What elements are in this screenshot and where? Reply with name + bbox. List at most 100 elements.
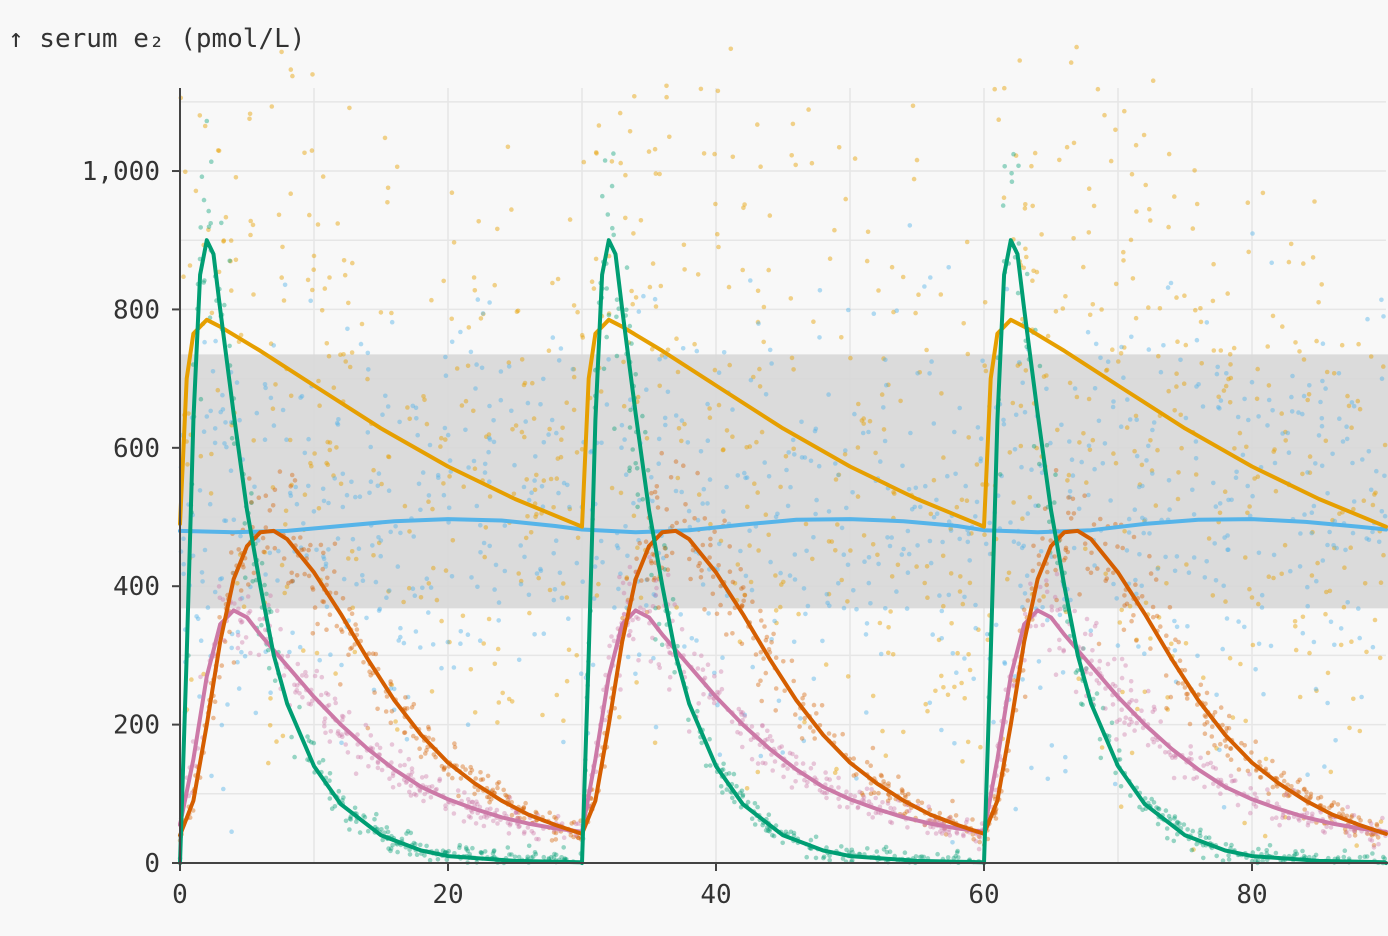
- scatter-point: [424, 748, 429, 753]
- scatter-point: [444, 857, 450, 863]
- scatter-point: [593, 150, 599, 155]
- scatter-point: [306, 483, 311, 489]
- scatter-point: [901, 729, 906, 735]
- scatter-point: [1185, 691, 1190, 697]
- scatter-point: [306, 547, 311, 553]
- scatter-point: [835, 522, 840, 527]
- scatter-point: [750, 599, 755, 604]
- scatter-point: [1170, 755, 1175, 760]
- scatter-point: [541, 478, 547, 483]
- scatter-point: [482, 849, 488, 854]
- scatter-point: [1174, 295, 1179, 300]
- scatter-point: [1081, 431, 1086, 436]
- scatter-point: [1206, 835, 1212, 840]
- scatter-point: [923, 483, 928, 489]
- scatter-point: [495, 720, 500, 725]
- scatter-point: [507, 852, 512, 857]
- scatter-point: [973, 625, 978, 631]
- scatter-point: [886, 781, 891, 786]
- scatter-point: [1380, 815, 1385, 821]
- y-axis-title: ↑ serum e₂ (pmol/L): [8, 24, 305, 54]
- scatter-point: [530, 380, 535, 386]
- scatter-point: [650, 604, 656, 609]
- scatter-point: [388, 529, 394, 535]
- scatter-point: [1330, 517, 1335, 523]
- scatter-point: [247, 476, 252, 481]
- scatter-point: [943, 832, 949, 837]
- scatter-point: [477, 638, 483, 643]
- scatter-point: [1187, 721, 1193, 727]
- scatter-point: [667, 674, 673, 680]
- scatter-point: [469, 809, 475, 815]
- scatter-point: [204, 118, 210, 124]
- scatter-point: [402, 503, 408, 509]
- scatter-point: [703, 763, 709, 769]
- scatter-point: [1254, 396, 1260, 402]
- scatter-point: [458, 776, 464, 781]
- scatter-point: [1022, 409, 1028, 415]
- scatter-point: [398, 634, 403, 640]
- scatter-point: [644, 609, 650, 615]
- scatter-point: [1340, 439, 1346, 444]
- scatter-point: [839, 577, 844, 583]
- scatter-point: [840, 856, 846, 861]
- scatter-point: [1301, 357, 1307, 362]
- scatter-point: [439, 618, 444, 624]
- scatter-point: [1053, 472, 1058, 478]
- scatter-point: [1253, 804, 1259, 809]
- scatter-point: [1158, 369, 1164, 375]
- scatter-point: [934, 511, 940, 516]
- scatter-point: [696, 563, 701, 569]
- scatter-point: [532, 632, 537, 637]
- scatter-point: [316, 506, 322, 511]
- scatter-point: [615, 545, 621, 551]
- scatter-point: [1356, 815, 1362, 820]
- scatter-point: [324, 460, 329, 466]
- scatter-point: [1181, 381, 1187, 387]
- scatter-point: [619, 422, 625, 428]
- scatter-point: [311, 253, 317, 259]
- scatter-point: [1132, 507, 1138, 512]
- scatter-point: [667, 650, 672, 655]
- scatter-point: [328, 729, 334, 734]
- scatter-point: [237, 417, 242, 423]
- scatter-point: [287, 490, 293, 496]
- scatter-point: [876, 790, 881, 796]
- scatter-point: [1221, 388, 1227, 393]
- scatter-point: [407, 789, 412, 795]
- scatter-point: [552, 814, 557, 820]
- scatter-point: [622, 612, 627, 617]
- scatter-point: [446, 772, 451, 777]
- scatter-point: [575, 535, 581, 541]
- scatter-point: [1103, 571, 1108, 577]
- scatter-point: [490, 787, 496, 793]
- scatter-point: [540, 712, 545, 718]
- scatter-point: [1126, 516, 1132, 522]
- scatter-point: [811, 702, 817, 708]
- scatter-point: [559, 437, 564, 443]
- scatter-point: [665, 567, 671, 572]
- scatter-point: [1212, 743, 1217, 748]
- scatter-point: [1103, 578, 1108, 583]
- scatter-point: [674, 336, 679, 342]
- scatter-point: [1165, 707, 1170, 712]
- scatter-point: [1040, 605, 1045, 610]
- scatter-point: [1155, 566, 1160, 572]
- scatter-point: [553, 538, 559, 543]
- scatter-point: [1256, 414, 1261, 419]
- scatter-point: [466, 465, 471, 470]
- scatter-point: [431, 565, 436, 571]
- scatter-point: [864, 258, 870, 264]
- scatter-point: [1174, 554, 1180, 559]
- scatter-point: [634, 680, 639, 685]
- scatter-point: [507, 822, 513, 828]
- scatter-point: [558, 454, 564, 460]
- scatter-point: [353, 771, 359, 776]
- scatter-point: [1066, 472, 1072, 478]
- scatter-point: [1045, 776, 1051, 782]
- scatter-point: [663, 546, 668, 551]
- scatter-point: [1052, 594, 1058, 600]
- scatter-point: [1313, 686, 1319, 692]
- scatter-point: [1226, 857, 1232, 862]
